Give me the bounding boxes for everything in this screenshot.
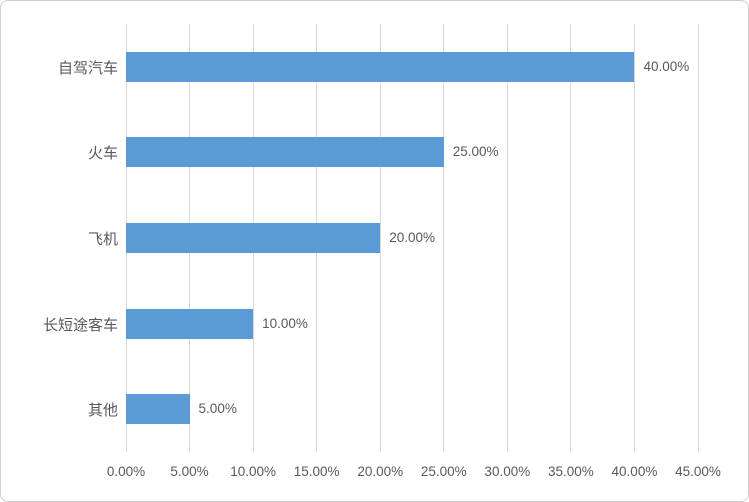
category-label: 自驾汽车	[57, 59, 118, 77]
gridline	[570, 24, 572, 452]
bar	[126, 137, 444, 168]
category-label: 长短途客车	[42, 316, 118, 334]
bar	[126, 223, 381, 253]
value-label: 25.00%	[452, 144, 499, 160]
x-tick-label: 15.00%	[293, 464, 340, 479]
x-tick-label: 5.00%	[170, 464, 209, 479]
plot-area: 40.00% 25.00% 20.00% 10.00% 5.00%	[125, 24, 699, 452]
bar	[126, 308, 254, 339]
value-label: 20.00%	[389, 230, 436, 245]
gridline	[633, 24, 635, 452]
category-label: 其他	[87, 402, 118, 420]
value-label: 5.00%	[198, 401, 237, 417]
gridline	[506, 24, 508, 452]
x-tick-label: 30.00%	[484, 464, 531, 479]
x-tick-label: 40.00%	[611, 464, 658, 479]
gridline	[379, 24, 381, 452]
gridline	[443, 24, 445, 452]
x-tick-label: 0.00%	[106, 464, 146, 479]
x-tick-label: 25.00%	[420, 464, 467, 479]
bar	[126, 394, 190, 425]
category-label: 火车	[87, 145, 118, 163]
gridline	[697, 24, 699, 452]
value-label: 10.00%	[262, 315, 308, 331]
x-tick-label: 45.00%	[675, 464, 721, 479]
x-tick-label: 10.00%	[230, 464, 277, 479]
category-label: 飞机	[87, 231, 118, 248]
value-label: 40.00%	[643, 58, 690, 74]
x-tick-label: 20.00%	[357, 464, 404, 479]
bar	[126, 51, 635, 82]
x-tick-label: 35.00%	[547, 464, 594, 479]
